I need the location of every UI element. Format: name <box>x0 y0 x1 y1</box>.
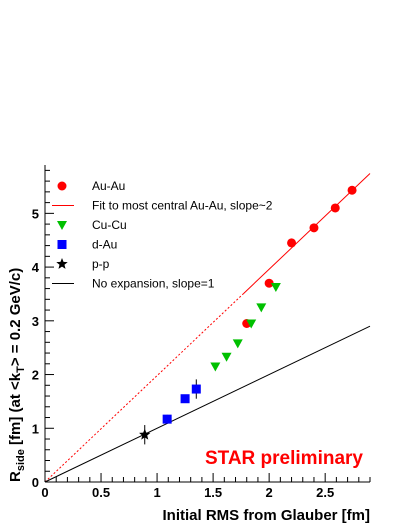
fit-line-segment <box>243 173 371 295</box>
fit-lines <box>44 173 371 483</box>
axes: 0 0.5 1 1.5 2 2.5 0 1 2 3 4 5 <box>32 165 371 500</box>
y-tick-label: 4 <box>32 260 40 275</box>
y-tick-label: 5 <box>32 206 39 221</box>
y-axis-title: Rside [fm] (at <kT> = 0.2 GeV/c) <box>7 268 27 482</box>
y-tick-label: 1 <box>32 421 39 436</box>
x-tick-label: 1.5 <box>204 485 222 500</box>
legend-label: No expansion, slope=1 <box>92 277 215 291</box>
legend-marker <box>57 181 67 191</box>
cu-cu-point <box>270 282 281 292</box>
legend-label: Fit to most central Au-Au, slope~2 <box>92 199 273 213</box>
legend-label: d-Au <box>92 238 117 252</box>
au-au-point <box>309 223 319 233</box>
au-au-point <box>264 278 274 288</box>
p-p-point <box>139 428 151 440</box>
au-au-point <box>287 238 297 248</box>
cu-cu-point <box>232 339 243 349</box>
x-tick-label: 2 <box>266 485 273 500</box>
legend-marker <box>57 240 67 249</box>
star-preliminary-annotation: STAR preliminary <box>205 448 363 469</box>
x-tick-label: 0.5 <box>92 485 110 500</box>
au-au-point <box>347 185 357 195</box>
legend: Au-Au Fit to most central Au-Au, slope~2 C… <box>52 179 273 291</box>
y-tick-label: 0 <box>32 475 39 490</box>
cu-cu-point <box>221 352 232 362</box>
x-tick-label: 0 <box>41 485 48 500</box>
x-tick-label: 1 <box>153 485 160 500</box>
au-au-point <box>330 203 340 213</box>
y-tick-label: 2 <box>32 368 39 383</box>
x-axis-title: Initial RMS from Glauber [fm] <box>162 507 370 524</box>
cu-cu-point <box>256 303 267 313</box>
cu-cu-point <box>246 319 257 329</box>
d-au-point <box>191 384 201 394</box>
legend-label: Au-Au <box>92 179 125 193</box>
legend-marker <box>56 258 68 269</box>
fit-line-segment <box>44 293 244 483</box>
fit-line-segment <box>44 325 371 483</box>
d-au-point <box>162 414 172 424</box>
legend-label: Cu-Cu <box>92 218 127 232</box>
y-tick-label: 3 <box>32 314 39 329</box>
data-points <box>139 185 357 445</box>
x-tick-label: 2.5 <box>316 485 334 500</box>
legend-label: p-p <box>92 257 110 271</box>
legend-marker <box>57 221 67 230</box>
cu-cu-point <box>210 362 221 372</box>
d-au-point <box>180 394 190 404</box>
